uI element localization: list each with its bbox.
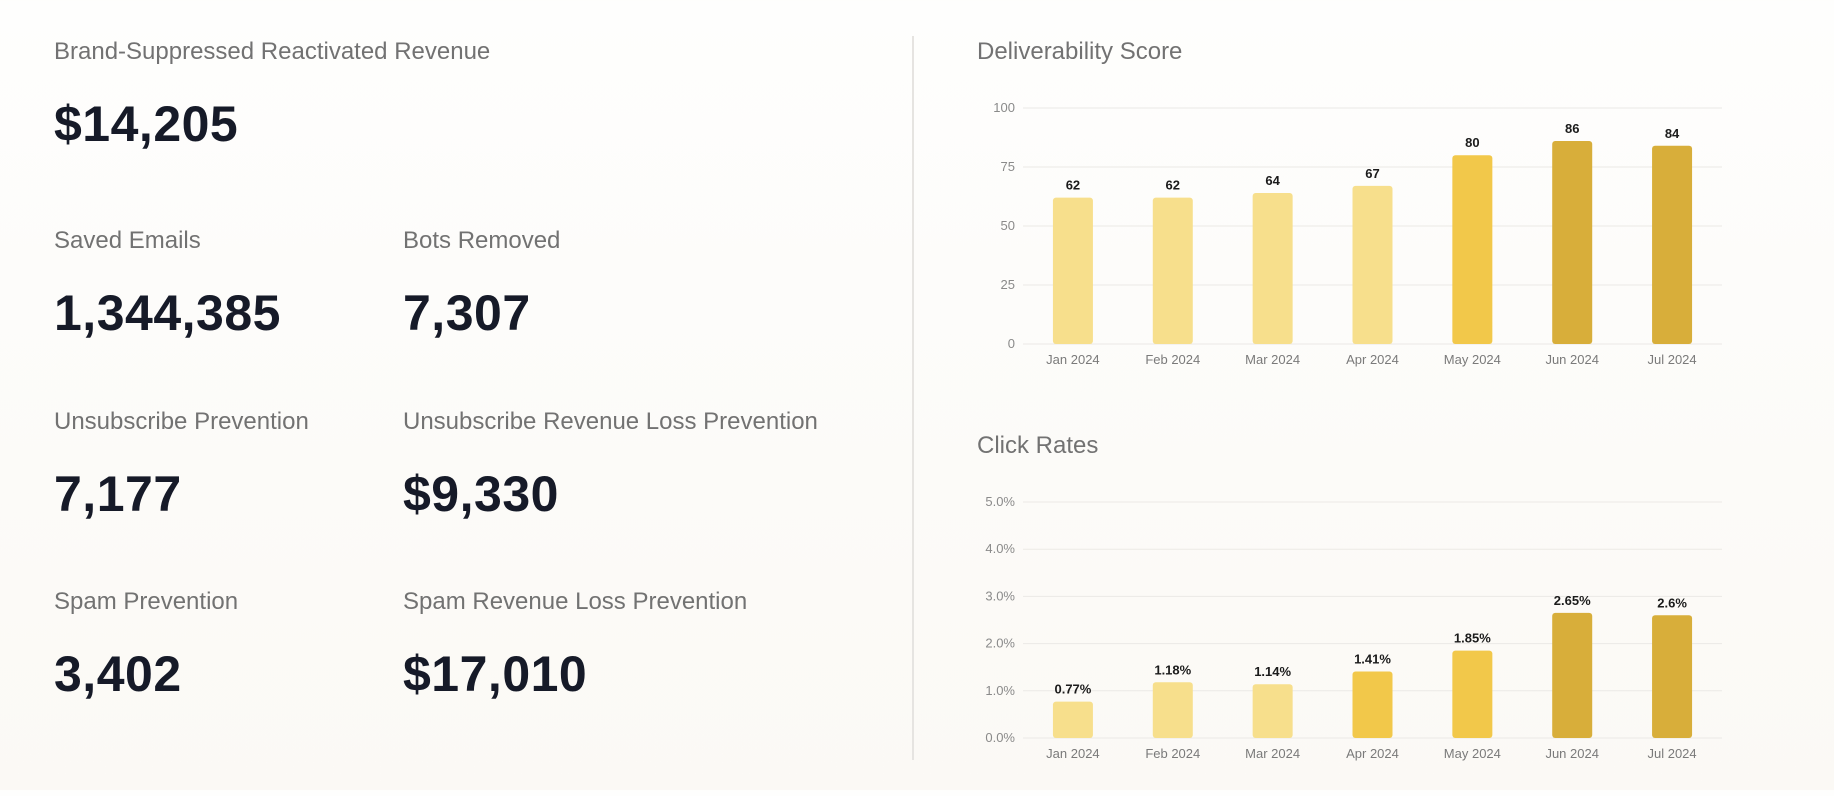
bar	[1552, 141, 1593, 344]
y-tick-label: 50	[1001, 218, 1015, 233]
bar-data-label: 64	[1265, 173, 1280, 188]
bar-data-label: 1.18%	[1154, 662, 1191, 677]
x-tick-label: Apr 2024	[1346, 352, 1399, 367]
x-tick-label: Apr 2024	[1346, 746, 1399, 761]
stat-label: Spam Prevention	[54, 588, 239, 615]
bar-data-label: 62	[1066, 178, 1080, 193]
stat-value: $17,010	[403, 646, 588, 702]
chart-title: Click Rates	[977, 432, 1099, 459]
click-rates-chart: 0.0% 1.0% 2.0% 3.0% 4.0% 5.0% 0.77% Jan 2024 1.1…	[985, 494, 1722, 761]
x-tick-label: Jun 2024	[1545, 746, 1599, 761]
x-tick-label: Feb 2024	[1145, 352, 1200, 367]
bar-data-label: 86	[1565, 121, 1579, 136]
bar	[1052, 197, 1093, 344]
click-rates-chart-panel: Click Rates 0.0% 1.0% 2.0% 3.0% 4.0% 5.0% 0.77…	[977, 432, 1737, 796]
bar-data-label: 1.14%	[1254, 664, 1291, 679]
stat-value: 1,344,385	[54, 285, 281, 341]
bar-data-label: 80	[1465, 135, 1479, 150]
y-tick-label: 4.0%	[985, 541, 1015, 556]
bar-data-label: 2.6%	[1657, 595, 1687, 610]
bar-data-label: 2.65%	[1554, 593, 1591, 608]
x-tick-label: Feb 2024	[1145, 746, 1200, 761]
stat-label: Bots Removed	[403, 227, 561, 254]
x-tick-label: May 2024	[1444, 352, 1501, 367]
stat-value: 7,307	[403, 285, 531, 341]
deliverability-chart-panel: Deliverability Score 0 25 50 75 100 62 Jan 202…	[977, 38, 1737, 402]
bar	[1252, 192, 1293, 344]
bar	[1352, 185, 1393, 344]
y-tick-label: 3.0%	[985, 588, 1015, 603]
stat-brand-suppressed-revenue: Brand-Suppressed Reactivated Revenue $14…	[54, 38, 490, 152]
bar-data-label: 84	[1665, 126, 1680, 141]
bar	[1452, 155, 1493, 344]
bar	[1352, 671, 1393, 738]
x-tick-label: Jan 2024	[1046, 352, 1100, 367]
y-tick-label: 2.0%	[985, 636, 1015, 651]
bar-data-label: 0.77%	[1054, 682, 1091, 697]
y-tick-label: 5.0%	[985, 494, 1015, 509]
bar-data-label: 1.41%	[1354, 651, 1391, 666]
stat-value: 3,402	[54, 646, 182, 702]
bar	[1652, 145, 1693, 344]
x-tick-label: Jul 2024	[1647, 352, 1696, 367]
bar-data-label: 62	[1166, 178, 1180, 193]
y-tick-label: 100	[993, 100, 1015, 115]
y-tick-label: 0	[1008, 336, 1015, 351]
stat-value: 7,177	[54, 466, 182, 522]
bar	[1252, 684, 1293, 738]
stat-value: $14,205	[54, 96, 239, 152]
x-tick-label: Mar 2024	[1245, 352, 1300, 367]
bar	[1152, 197, 1193, 344]
stat-label: Unsubscribe Prevention	[54, 408, 309, 435]
stat-saved-emails: Saved Emails 1,344,385	[54, 227, 281, 341]
y-tick-label: 1.0%	[985, 683, 1015, 698]
chart-title: Deliverability Score	[977, 38, 1183, 65]
stat-label: Brand-Suppressed Reactivated Revenue	[54, 38, 491, 65]
bar	[1652, 615, 1693, 738]
x-tick-label: Jun 2024	[1545, 352, 1599, 367]
bar	[1052, 701, 1093, 738]
bar-data-label: 67	[1365, 166, 1379, 181]
y-tick-label: 0.0%	[985, 730, 1015, 745]
y-tick-label: 75	[1001, 159, 1015, 174]
x-tick-label: Mar 2024	[1245, 746, 1300, 761]
bar	[1152, 682, 1193, 738]
stat-label: Saved Emails	[54, 227, 201, 254]
stat-spam-prevention: Spam Prevention 3,402	[54, 588, 238, 702]
stat-label: Spam Revenue Loss Prevention	[403, 588, 748, 615]
deliverability-score-chart: 0 25 50 75 100 62 Jan 2024 62 Feb 2024 64 Mar 2024…	[993, 100, 1722, 367]
metrics-panel: Brand-Suppressed Reactivated Revenue $14…	[0, 0, 912, 790]
bar	[1552, 612, 1593, 738]
bar	[1452, 650, 1493, 738]
y-tick-label: 25	[1001, 277, 1015, 292]
x-tick-label: May 2024	[1444, 746, 1501, 761]
stat-bots-removed: Bots Removed 7,307	[403, 227, 560, 341]
panel-divider	[912, 36, 914, 760]
bar-data-label: 1.85%	[1454, 631, 1491, 646]
stat-spam-revenue-loss-prevention: Spam Revenue Loss Prevention $17,010	[403, 588, 747, 702]
stat-label: Unsubscribe Revenue Loss Prevention	[403, 408, 818, 435]
x-tick-label: Jul 2024	[1647, 746, 1696, 761]
stat-unsubscribe-prevention: Unsubscribe Prevention 7,177	[54, 408, 309, 522]
stat-unsubscribe-revenue-loss-prevention: Unsubscribe Revenue Loss Prevention $9,3…	[403, 408, 818, 522]
x-tick-label: Jan 2024	[1046, 746, 1100, 761]
stat-value: $9,330	[403, 466, 559, 522]
